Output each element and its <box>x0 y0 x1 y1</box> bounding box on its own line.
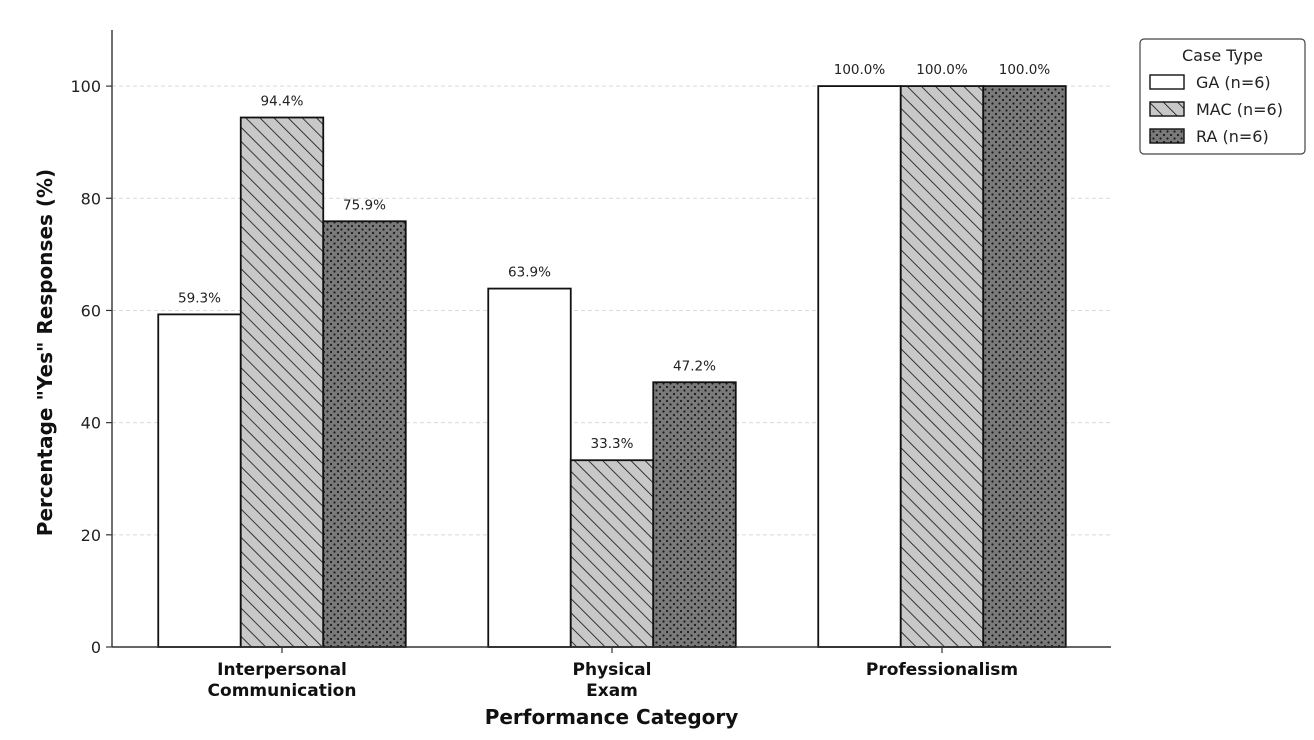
legend-box <box>1139 38 1306 155</box>
data-label-ga-2: 100.0% <box>834 62 886 78</box>
legend-swatch-ga <box>1149 74 1185 90</box>
legend-swatch-mac <box>1149 101 1185 117</box>
data-label-ra-0: 75.9% <box>343 197 386 213</box>
bars <box>157 85 1067 648</box>
data-label-mac-1: 33.3% <box>591 436 634 452</box>
bar-ga-0 <box>157 313 242 648</box>
bar-mac-1 <box>569 459 655 648</box>
y-tick-label-80: 80 <box>81 189 101 208</box>
legend-entry-ga: GA (n=6) <box>1196 73 1271 92</box>
data-label-mac-0: 94.4% <box>261 94 304 110</box>
legend-swatch-ra <box>1149 128 1185 144</box>
data-label-ra-1: 47.2% <box>673 358 716 374</box>
y-tick-label-0: 0 <box>91 638 101 657</box>
axes: 0 20 40 60 80 100 Interpersonal Communication Ph… <box>33 30 1111 729</box>
bar-ga-1 <box>487 287 572 648</box>
bar-ra-1 <box>652 381 737 648</box>
y-axis-title: Percentage "Yes" Responses (%) <box>33 169 57 536</box>
data-label-ra-2: 100.0% <box>999 62 1051 78</box>
x-tick-label-physical-exam: Physical Exam <box>573 660 652 701</box>
y-tick-label-100: 100 <box>70 77 101 96</box>
bar-mac-2 <box>899 85 985 648</box>
bar-ra-2 <box>982 85 1067 648</box>
legend: Case Type GA (n=6) MAC (n=6) RA (n=6) <box>1139 38 1306 155</box>
x-axis-title: Performance Category <box>485 705 739 729</box>
x-tick-label-professionalism: Professionalism <box>866 660 1018 680</box>
legend-entry-ra: RA (n=6) <box>1196 127 1269 146</box>
bar-ra-0 <box>322 220 407 648</box>
y-tick-label-20: 20 <box>81 526 101 545</box>
bar-mac-0 <box>239 116 325 648</box>
data-label-mac-2: 100.0% <box>916 62 968 78</box>
legend-entry-mac: MAC (n=6) <box>1196 100 1283 119</box>
y-tick-label-60: 60 <box>81 301 101 320</box>
y-tick-label-40: 40 <box>81 414 101 433</box>
legend-title: Case Type <box>1182 46 1263 65</box>
bar-ga-2 <box>817 85 902 648</box>
x-tick-label-interpersonal-communication: Interpersonal Communication <box>208 660 357 701</box>
data-label-ga-0: 59.3% <box>178 290 221 306</box>
data-label-ga-1: 63.9% <box>508 265 551 281</box>
data-labels: 59.3% 63.9% 100.0% 94.4% 33.3% 100.0% 75.9% 47.… <box>178 62 1050 452</box>
